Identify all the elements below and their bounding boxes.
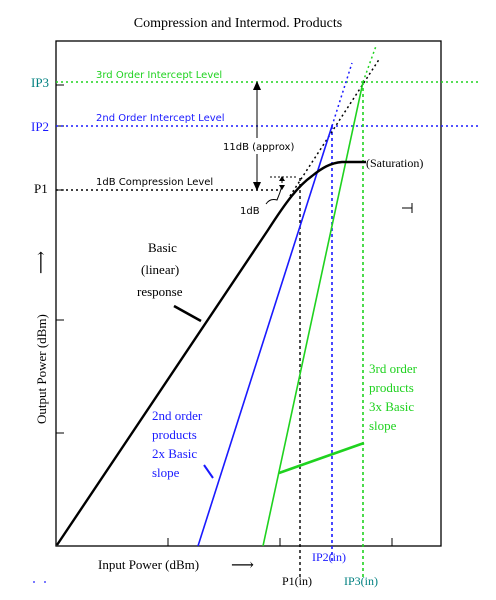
- second-order-extrapolation: [331, 62, 353, 127]
- second-order-label: 2nd order products 2x Basic slope: [152, 408, 205, 480]
- ip3-tick-label: IP3: [31, 75, 49, 90]
- ip3-in-label: IP3(in): [344, 574, 378, 588]
- ip2-in-label: IP2(in): [312, 550, 346, 564]
- third-order-label-line: 3rd order: [369, 361, 418, 376]
- ip2-level-label: 2nd Order Intercept Level: [96, 113, 225, 124]
- second-order-label-line: 2nd order: [152, 408, 203, 423]
- basic-label-line: (linear): [141, 262, 179, 277]
- third-order-extrapolation: [362, 45, 377, 83]
- y-axis-label: Output Power (dBm): [34, 314, 49, 424]
- ip2-tick-label: IP2: [31, 119, 49, 134]
- third-order-label-line: slope: [369, 418, 397, 433]
- p1-level-label: 1dB Compression Level: [96, 177, 213, 188]
- third-order-label: 3rd order products 3x Basic slope: [369, 361, 420, 433]
- third-order-products-line: [262, 81, 364, 547]
- linear-extrapolation: [289, 57, 381, 197]
- basic-label-pointer: [173, 304, 202, 323]
- second-order-label-line: slope: [152, 465, 180, 480]
- third-order-label-line: products: [369, 380, 414, 395]
- third-order-pointer: [278, 441, 365, 475]
- x-axis-label: Input Power (dBm): [98, 557, 199, 572]
- basic-label-line: Basic: [148, 240, 177, 255]
- basic-response-curve: [56, 160, 366, 546]
- one-db-label: 1dB: [240, 206, 260, 217]
- basic-response-label: Basic (linear) response: [137, 240, 183, 299]
- second-order-products-line: [197, 125, 333, 547]
- corner-dot: [44, 581, 46, 583]
- second-order-pointer: [203, 464, 214, 479]
- third-order-label-line: 3x Basic: [369, 399, 414, 414]
- second-order-label-line: 2x Basic: [152, 446, 197, 461]
- diagram-title: Compression and Intermod. Products: [134, 16, 342, 31]
- x-axis-arrow: ⟶: [231, 557, 254, 574]
- gap-arrow-down: [253, 182, 261, 191]
- y-axis-arrow-group: ⟶: [33, 251, 50, 274]
- y-axis-arrow: ⟶: [33, 251, 50, 274]
- saturation-label: (Saturation): [366, 156, 423, 170]
- second-order-label-line: products: [152, 427, 197, 442]
- gap-arrow-up: [253, 81, 261, 90]
- gap-label-bg: [220, 138, 296, 154]
- ip3-level-label: 3rd Order Intercept Level: [96, 70, 222, 81]
- basic-label-line: response: [137, 284, 183, 299]
- one-db-leader: [265, 185, 283, 205]
- one-db-arrow-up: [279, 176, 285, 181]
- p1-in-label: P1(in): [282, 574, 312, 588]
- y-axis-label-group: Output Power (dBm): [34, 314, 49, 424]
- gap-label: 11dB (approx): [223, 142, 294, 153]
- corner-dot: [33, 581, 35, 583]
- plot-frame: [55, 40, 442, 547]
- p1-tick-label: P1: [34, 181, 48, 196]
